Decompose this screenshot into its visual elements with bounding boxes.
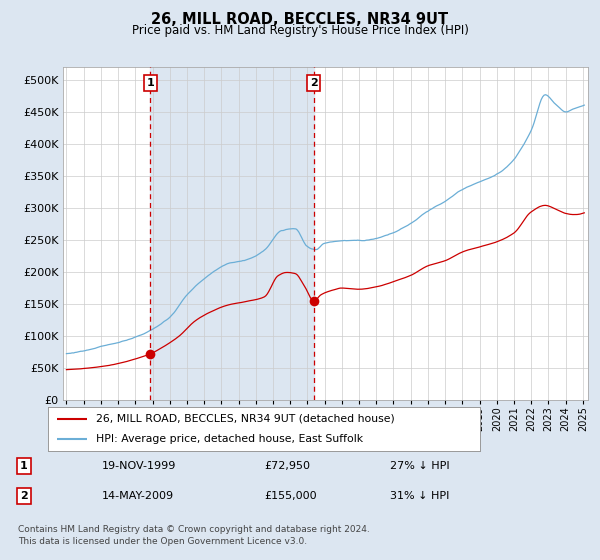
Text: 14-MAY-2009: 14-MAY-2009 [102, 491, 174, 501]
Text: 1: 1 [20, 461, 28, 471]
Bar [151, 67, 314, 400]
Text: 2: 2 [310, 78, 317, 88]
Text: 1: 1 [146, 78, 154, 88]
Text: 2: 2 [20, 491, 28, 501]
Text: £155,000: £155,000 [264, 491, 317, 501]
Text: Price paid vs. HM Land Registry's House Price Index (HPI): Price paid vs. HM Land Registry's House … [131, 24, 469, 36]
Text: 19-NOV-1999: 19-NOV-1999 [102, 461, 176, 471]
Text: HPI: Average price, detached house, East Suffolk: HPI: Average price, detached house, East… [95, 434, 362, 444]
Text: 26, MILL ROAD, BECCLES, NR34 9UT: 26, MILL ROAD, BECCLES, NR34 9UT [151, 12, 449, 27]
Text: Contains HM Land Registry data © Crown copyright and database right 2024.
This d: Contains HM Land Registry data © Crown c… [18, 525, 370, 546]
Text: 27% ↓ HPI: 27% ↓ HPI [390, 461, 449, 471]
Text: 31% ↓ HPI: 31% ↓ HPI [390, 491, 449, 501]
Text: £72,950: £72,950 [264, 461, 310, 471]
Text: 26, MILL ROAD, BECCLES, NR34 9UT (detached house): 26, MILL ROAD, BECCLES, NR34 9UT (detach… [95, 414, 394, 424]
